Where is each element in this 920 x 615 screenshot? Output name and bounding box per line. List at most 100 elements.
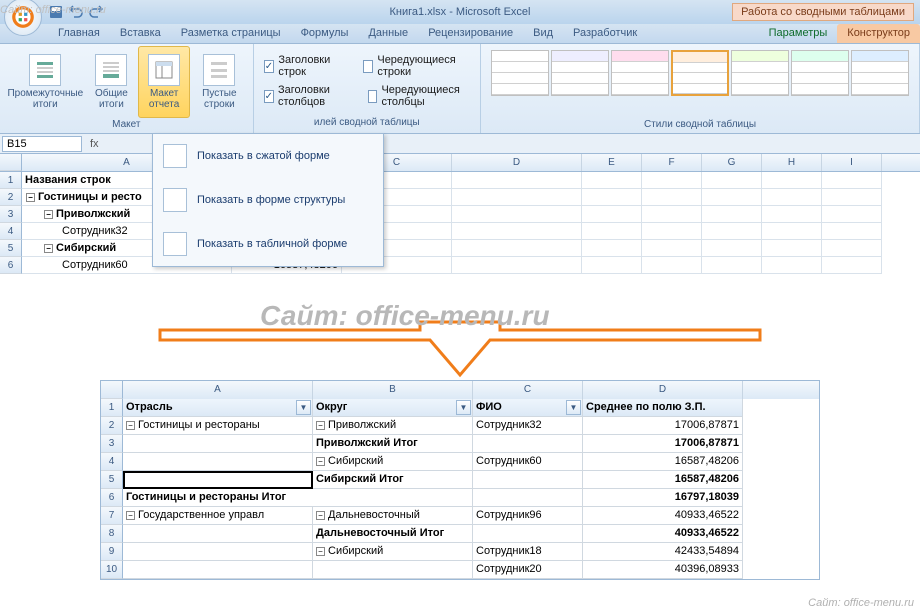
col-header[interactable]: F (642, 154, 702, 171)
tab-design[interactable]: Конструктор (837, 24, 920, 43)
cell[interactable] (582, 240, 642, 257)
tab-data[interactable]: Данные (358, 24, 418, 43)
cell[interactable]: Сотрудник96 (473, 507, 583, 525)
tab-view[interactable]: Вид (523, 24, 563, 43)
styles-gallery[interactable] (487, 46, 913, 118)
cell[interactable]: −Приволжский (313, 417, 473, 435)
cell[interactable] (123, 453, 313, 471)
cell[interactable]: Сотрудник32 (473, 417, 583, 435)
cell[interactable] (452, 223, 582, 240)
cell[interactable]: Дальневосточный Итог (313, 525, 473, 543)
cell[interactable] (452, 240, 582, 257)
cell[interactable] (642, 240, 702, 257)
cell[interactable] (582, 189, 642, 206)
cell[interactable] (822, 172, 882, 189)
cell[interactable] (582, 206, 642, 223)
cell[interactable] (123, 525, 313, 543)
row-header[interactable]: 6 (101, 489, 123, 507)
dd-tabular[interactable]: Показать в табличной форме (153, 222, 383, 266)
row-header[interactable]: 8 (101, 525, 123, 543)
cell[interactable]: Гостиницы и рестораны Итог (123, 489, 473, 507)
cell[interactable] (473, 435, 583, 453)
col-header[interactable]: A (123, 381, 313, 399)
btn-subtotals[interactable]: Промежуточные итоги (6, 46, 85, 118)
dd-outline[interactable]: Показать в форме структуры (153, 178, 383, 222)
col-header[interactable]: H (762, 154, 822, 171)
select-all[interactable] (0, 154, 22, 171)
tab-developer[interactable]: Разработчик (563, 24, 647, 43)
cell[interactable] (123, 561, 313, 579)
cell[interactable] (452, 206, 582, 223)
cell[interactable] (473, 489, 583, 507)
btn-blank-rows[interactable]: Пустые строки (192, 46, 246, 118)
cell[interactable]: Сотрудник60 (473, 453, 583, 471)
style-swatch[interactable] (491, 50, 549, 96)
pivot-header[interactable]: ФИО▼ (473, 399, 583, 417)
chk-row-headers[interactable]: ✓Заголовки строк (264, 54, 345, 78)
tab-home[interactable]: Главная (48, 24, 110, 43)
cell[interactable] (123, 471, 313, 489)
dd-compact[interactable]: Показать в сжатой форме (153, 134, 383, 178)
cell[interactable]: Сотрудник20 (473, 561, 583, 579)
chk-banded-rows[interactable]: Чередующиеся строки (363, 54, 470, 78)
chk-banded-cols[interactable]: Чередующиеся столбцы (368, 84, 470, 108)
pivot-header[interactable]: Среднее по полю З.П. (583, 399, 743, 417)
pivot-header[interactable]: Отрасль▼ (123, 399, 313, 417)
cell[interactable]: Сотрудник18 (473, 543, 583, 561)
row-header[interactable]: 3 (0, 206, 22, 223)
tab-pagelayout[interactable]: Разметка страницы (171, 24, 291, 43)
pivot-header[interactable]: Округ▼ (313, 399, 473, 417)
col-header[interactable]: E (582, 154, 642, 171)
cell[interactable]: 42433,54894 (583, 543, 743, 561)
row-header[interactable]: 2 (101, 417, 123, 435)
row-header[interactable]: 2 (0, 189, 22, 206)
cell[interactable] (762, 189, 822, 206)
style-swatch-selected[interactable] (671, 50, 729, 96)
cell[interactable] (473, 525, 583, 543)
cell[interactable] (702, 206, 762, 223)
tab-options[interactable]: Параметры (759, 24, 838, 43)
row-header[interactable]: 3 (101, 435, 123, 453)
row-header[interactable]: 10 (101, 561, 123, 579)
cell[interactable]: −Сибирский (313, 543, 473, 561)
cell[interactable] (702, 223, 762, 240)
filter-icon[interactable]: ▼ (566, 400, 581, 415)
cell[interactable] (452, 257, 582, 274)
col-header[interactable]: D (583, 381, 743, 399)
cell[interactable] (762, 257, 822, 274)
cell[interactable] (313, 561, 473, 579)
row-header[interactable]: 5 (101, 471, 123, 489)
style-swatch[interactable] (791, 50, 849, 96)
cell[interactable] (582, 257, 642, 274)
style-swatch[interactable] (551, 50, 609, 96)
select-all[interactable] (101, 381, 123, 399)
col-header[interactable]: C (473, 381, 583, 399)
tab-review[interactable]: Рецензирование (418, 24, 523, 43)
cell[interactable] (702, 172, 762, 189)
cell[interactable]: −Сибирский (313, 453, 473, 471)
cell[interactable] (702, 189, 762, 206)
cell[interactable] (582, 223, 642, 240)
cell[interactable] (582, 172, 642, 189)
row-header[interactable]: 5 (0, 240, 22, 257)
col-header[interactable]: I (822, 154, 882, 171)
cell[interactable] (642, 223, 702, 240)
cell[interactable] (452, 189, 582, 206)
cell[interactable] (822, 257, 882, 274)
cell[interactable]: 40933,46522 (583, 525, 743, 543)
cell[interactable]: 17006,87871 (583, 417, 743, 435)
row-header[interactable]: 9 (101, 543, 123, 561)
style-swatch[interactable] (731, 50, 789, 96)
col-header[interactable]: D (452, 154, 582, 171)
row-header[interactable]: 6 (0, 257, 22, 274)
cell[interactable]: −Гостиницы и рестораны (123, 417, 313, 435)
cell[interactable]: 16797,18039 (583, 489, 743, 507)
cell[interactable] (642, 172, 702, 189)
cell[interactable]: 17006,87871 (583, 435, 743, 453)
filter-icon[interactable]: ▼ (296, 400, 311, 415)
cell[interactable]: 16587,48206 (583, 471, 743, 489)
cell[interactable] (822, 240, 882, 257)
cell[interactable]: 16587,48206 (583, 453, 743, 471)
cell[interactable] (642, 206, 702, 223)
btn-report-layout[interactable]: Макет отчета (138, 46, 190, 118)
